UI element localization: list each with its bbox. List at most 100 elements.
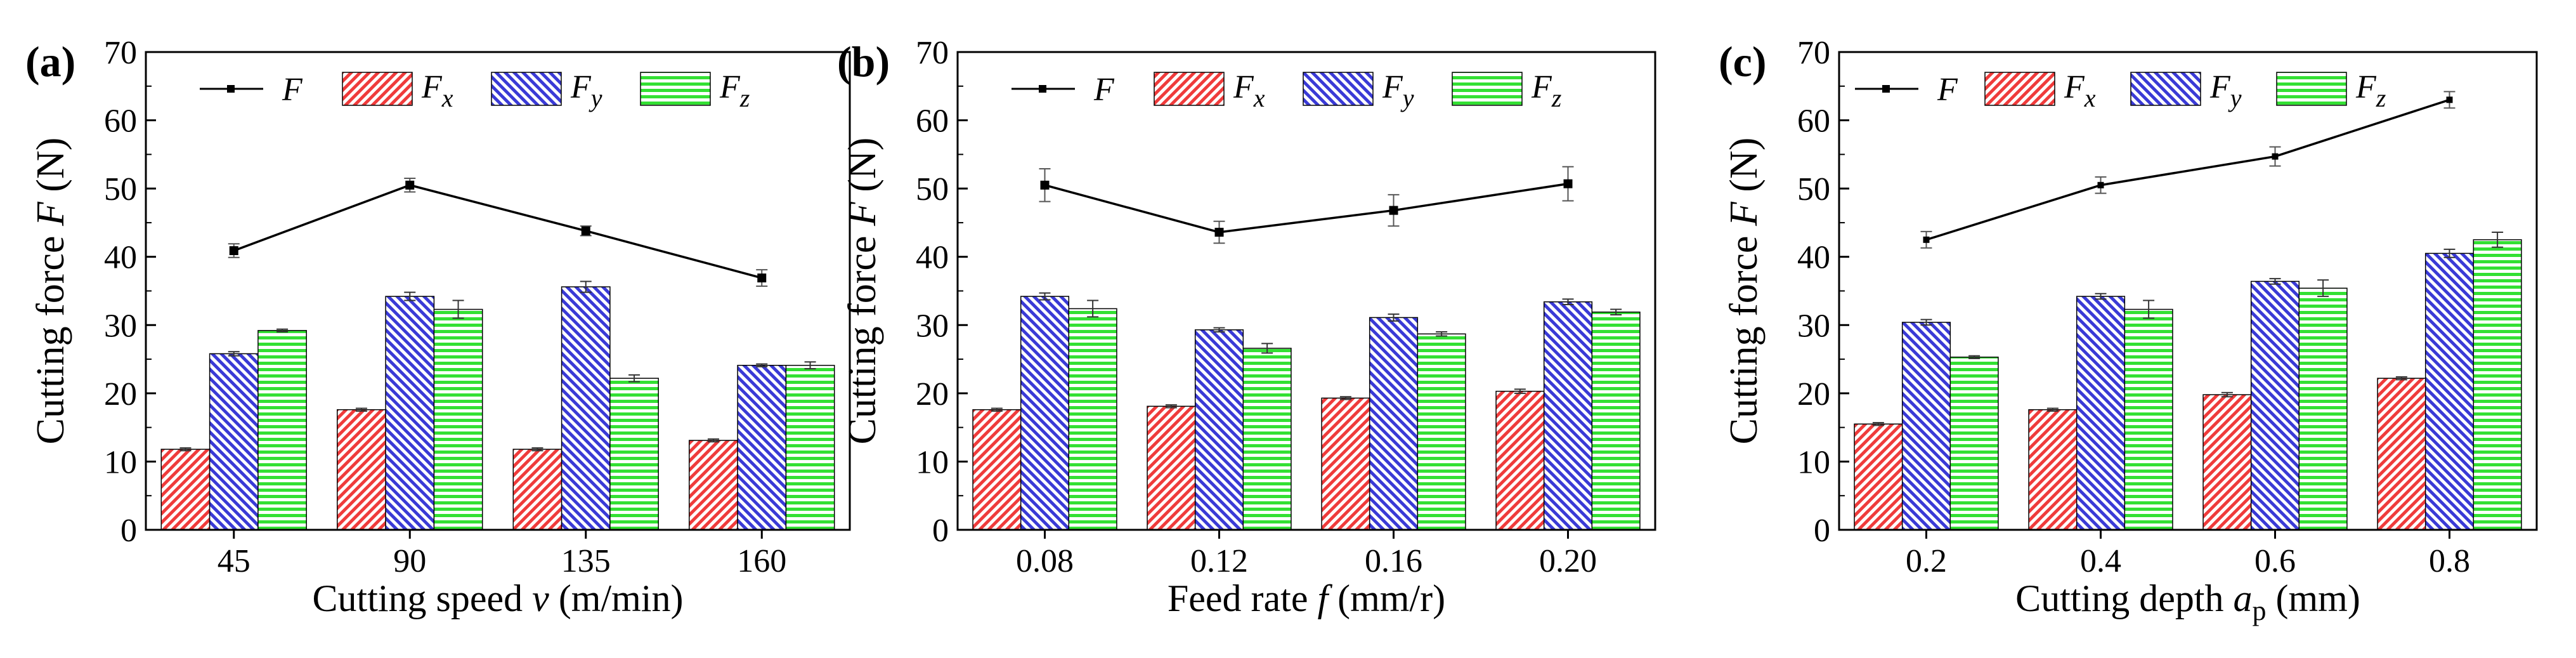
bar-fy — [1901, 322, 1951, 530]
legend-label-sub: y — [2228, 84, 2242, 112]
bar-fy — [737, 365, 787, 530]
legend-label-sub: y — [1400, 84, 1414, 112]
bar-fx — [512, 449, 563, 530]
y-tick-label: 0 — [932, 513, 949, 549]
bar-fz — [1417, 333, 1466, 530]
bar-fx — [2202, 394, 2252, 530]
panel-label: (b) — [837, 37, 890, 86]
y-tick-label: 10 — [104, 444, 137, 480]
y-axis-label-part: Cutting force — [29, 226, 72, 444]
x-tick-label: 0.8 — [2429, 543, 2470, 579]
legend-label-fy: Fy — [570, 69, 602, 112]
bar-fy — [2076, 296, 2126, 530]
bar-fx — [1321, 397, 1370, 530]
y-axis-label: Cutting force F (N) — [841, 138, 884, 445]
bar-fy — [2250, 280, 2300, 530]
y-tick-label: 40 — [916, 240, 949, 276]
bar-fz — [2473, 239, 2522, 530]
line-point-f — [1389, 206, 1398, 215]
bar-fx — [160, 449, 211, 530]
x-tick-label: 0.12 — [1190, 543, 1248, 579]
chart-panels: 0 10 20 30 40 50 60 70 45 90 135 160 Cutting speed v… — [25, 35, 2538, 626]
y-tick-label: 30 — [1797, 308, 1830, 344]
legend-swatch-fx — [342, 72, 413, 106]
y-axis-label: Cutting force F (N) — [29, 138, 72, 445]
y-tick-label: 60 — [1797, 103, 1830, 140]
x-tick-label: 0.08 — [1016, 543, 1074, 579]
legend-label-fz: Fz — [1531, 69, 1562, 112]
bar-fy — [1543, 301, 1593, 530]
legend-label-main: F — [570, 69, 592, 105]
legend-label-sub: z — [1551, 84, 1562, 112]
y-axis-label-part: (N) — [1722, 138, 1766, 202]
bar-fz — [785, 365, 835, 530]
line-point-f — [757, 273, 767, 283]
bar-fz — [2124, 308, 2173, 530]
y-tick-label: 70 — [1797, 35, 1830, 71]
legend: F Fx Fy Fz — [1855, 69, 2386, 112]
legend-label-main: F — [421, 69, 443, 105]
series-line-f — [1044, 182, 1568, 234]
legend-marker-f — [227, 85, 235, 93]
legend-label-sub: x — [2084, 84, 2096, 112]
legend-label-main: F — [1531, 69, 1552, 105]
x-tick-label: 0.16 — [1365, 543, 1422, 579]
x-tick-label: 0.6 — [2254, 543, 2296, 579]
bar-fz — [1242, 348, 1292, 530]
legend-label-fz: Fz — [719, 69, 750, 112]
bar-fy — [561, 286, 611, 530]
y-tick-label: 70 — [916, 35, 949, 71]
bar-fz — [2298, 287, 2348, 530]
line-point-f — [1563, 179, 1573, 188]
legend-label-fy: Fy — [1382, 69, 1414, 112]
legend-swatch-fx — [1154, 72, 1225, 106]
line-point-f — [2446, 96, 2453, 103]
bar-fx — [972, 409, 1022, 530]
y-tick-label: 0 — [120, 513, 137, 549]
y-axis-label: Cutting force F (N) — [1722, 138, 1766, 445]
bar-fx — [1147, 405, 1196, 530]
legend-label-main: F — [2209, 69, 2231, 105]
y-tick-label: 70 — [104, 35, 137, 71]
bar-fy — [2424, 253, 2475, 530]
y-tick-label: 50 — [916, 171, 949, 207]
y-tick-label: 40 — [1797, 240, 1830, 276]
legend-label-sub: x — [441, 84, 453, 112]
x-tick-label: 0.4 — [2080, 543, 2121, 579]
series-line-f — [233, 183, 762, 279]
y-tick-label: 30 — [916, 308, 949, 344]
bar-fz — [433, 308, 483, 530]
y-tick-label: 30 — [104, 308, 137, 344]
line-point-f — [2272, 153, 2279, 160]
y-tick-label: 0 — [1814, 513, 1830, 549]
bar-fx — [1495, 390, 1545, 530]
x-axis-label-part: Feed rate — [1168, 577, 1318, 619]
bar-fy — [385, 296, 435, 530]
bar-fx — [2028, 409, 2078, 530]
bar-fz — [257, 330, 307, 530]
x-axis-label-part: (mm/r) — [1328, 577, 1445, 619]
x-axis-label-part: a — [2234, 577, 2253, 619]
bar-fy — [209, 353, 259, 530]
x-tick-label: 0.20 — [1539, 543, 1597, 579]
bar-fz — [1591, 312, 1641, 530]
legend-swatch-fz — [640, 72, 711, 106]
bar-fx — [337, 409, 386, 530]
line-point-f — [1923, 236, 1930, 243]
x-axis-label-part: Cutting depth — [2015, 577, 2233, 619]
legend-label-fz: Fz — [2355, 69, 2386, 112]
bar-fx — [1854, 423, 1903, 530]
y-axis-label-part: Cutting force — [841, 226, 884, 444]
x-axis-label: Feed rate f (mm/r) — [1168, 577, 1445, 619]
legend-swatch-fx — [1984, 72, 2055, 106]
y-axis-label-part: Cutting force — [1722, 226, 1766, 444]
legend: F Fx Fy Fz — [1012, 69, 1562, 112]
y-tick-label: 60 — [104, 103, 137, 140]
y-axis-label-part: F — [1722, 201, 1766, 227]
legend-swatch-fy — [491, 72, 562, 106]
line-point-f — [405, 180, 415, 190]
x-axis-label-part: (m/min) — [549, 577, 684, 619]
legend-label-main: F — [719, 69, 741, 105]
y-tick-label: 50 — [104, 171, 137, 207]
panel-label: (c) — [1719, 37, 1766, 86]
